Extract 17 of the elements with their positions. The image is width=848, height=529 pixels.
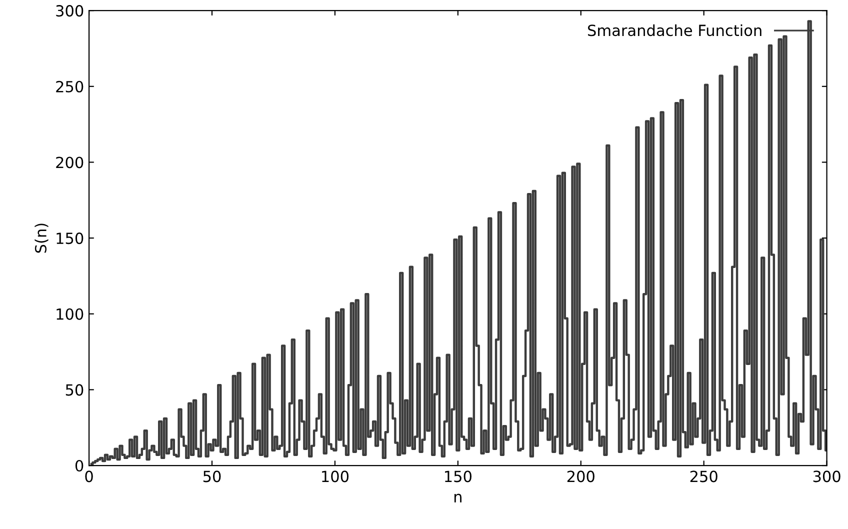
legend-label: Smarandache Function	[588, 24, 762, 36]
x-axis-title: n	[454, 494, 462, 502]
x-tick-label: 300	[813, 470, 840, 482]
y-tick-label: 200	[56, 156, 84, 168]
x-tick-label: 100	[322, 470, 349, 482]
y-tick-label: 50	[66, 384, 84, 396]
x-tick-label: 250	[690, 470, 718, 482]
y-tick-label: 0	[75, 460, 84, 472]
y-tick-label: 250	[56, 80, 84, 92]
x-tick-label: 50	[203, 470, 221, 482]
y-tick-label: 300	[56, 5, 84, 17]
y-tick-label: 100	[56, 308, 84, 320]
y-axis-title: S(n)	[34, 224, 48, 253]
x-tick-label: 200	[567, 470, 594, 482]
y-tick-label: 150	[56, 232, 84, 244]
x-tick-label: 0	[85, 470, 93, 482]
x-tick-label: 150	[445, 470, 472, 482]
